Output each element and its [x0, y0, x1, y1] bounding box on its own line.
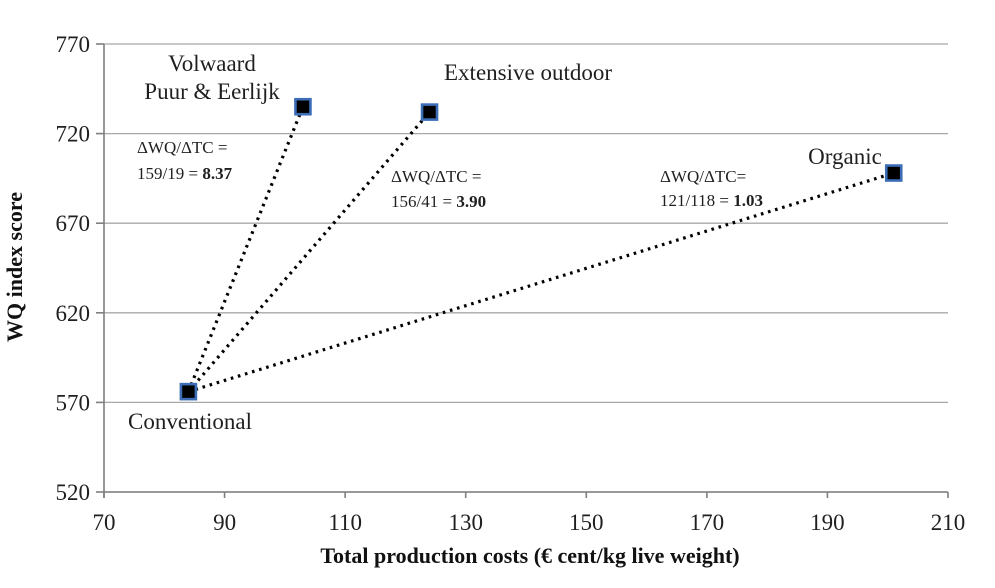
data-point-marker — [420, 103, 439, 121]
y-axis-title: WQ index score — [2, 192, 27, 342]
x-tick-label-110: 110 — [328, 510, 362, 535]
connector-line-1 — [187, 111, 431, 393]
annotation-line1: ΔWQ/ΔTC = — [137, 138, 227, 157]
point-label: Volwaard — [168, 51, 256, 76]
x-axis-title: Total production costs (€ cent/kg live w… — [320, 543, 739, 568]
data-point-marker — [179, 382, 198, 401]
annotation-line2: 121/118 = 1.03 — [660, 191, 763, 210]
y-tick-label-520: 520 — [56, 480, 91, 505]
point-label: Organic — [808, 144, 882, 169]
x-tick-label-150: 150 — [569, 510, 604, 535]
plot-area: 70 90 110 130 150 170 190 210 770 720 670 620 570 520… — [56, 32, 966, 535]
x-tick-label-190: 190 — [810, 510, 845, 535]
x-tick-label-70: 70 — [93, 510, 116, 535]
y-tick-label-620: 620 — [56, 301, 91, 326]
x-tick-label-210: 210 — [931, 510, 966, 535]
annotation-line2: 156/41 = 3.90 — [391, 192, 486, 211]
point-label: Extensive outdoor — [444, 60, 612, 85]
point-label: Puur & Eerlijk — [144, 79, 280, 104]
y-tick-label-720: 720 — [56, 122, 91, 147]
x-tick-label-130: 130 — [448, 510, 483, 535]
x-tick-label-90: 90 — [213, 510, 236, 535]
y-tick-label-670: 670 — [56, 211, 91, 236]
point-label: Conventional — [128, 409, 252, 434]
annotation-line1: ΔWQ/ΔTC= — [660, 167, 746, 186]
annotation-line1: ΔWQ/ΔTC = — [391, 167, 481, 186]
data-point-marker — [294, 97, 312, 116]
y-tick-label-770: 770 — [56, 32, 91, 57]
y-tick-label-570: 570 — [56, 390, 91, 415]
x-tick-label-170: 170 — [690, 510, 725, 535]
annotation-line2: 159/19 = 8.37 — [137, 164, 233, 183]
data-point-marker — [884, 164, 903, 182]
connector-line-2 — [187, 171, 895, 394]
